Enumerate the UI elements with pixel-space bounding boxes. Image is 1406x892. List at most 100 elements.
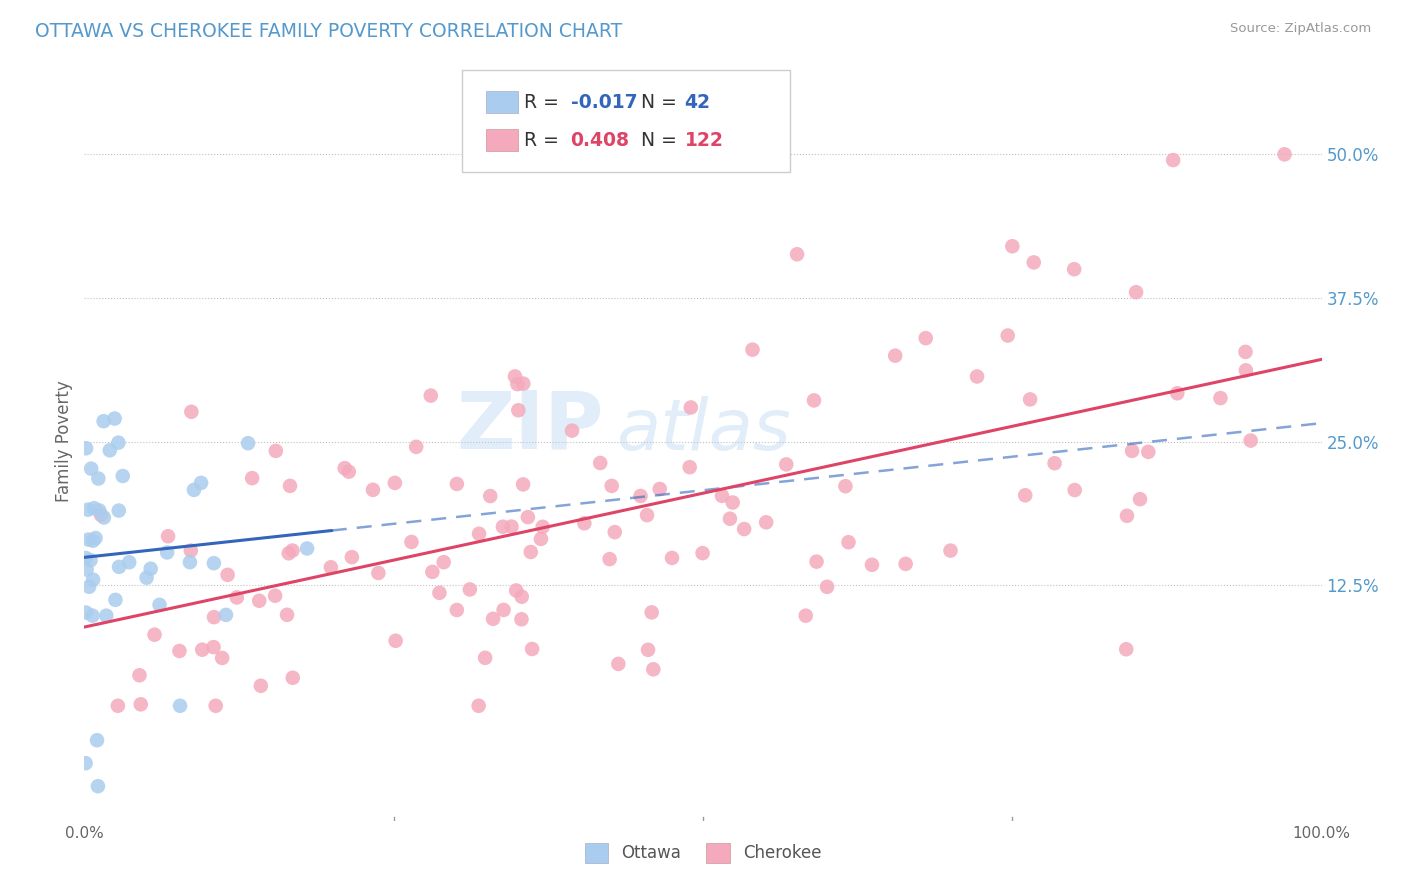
Point <box>129 698 152 712</box>
Point <box>508 403 530 417</box>
Point <box>77 533 100 547</box>
Point <box>179 555 201 569</box>
Point <box>510 590 533 604</box>
Point <box>997 328 1019 343</box>
FancyBboxPatch shape <box>486 129 517 152</box>
Point <box>1234 363 1257 377</box>
Point <box>721 495 744 509</box>
Point <box>711 489 734 503</box>
Point <box>82 533 104 548</box>
Point <box>755 516 778 530</box>
Point <box>506 377 529 392</box>
Point <box>574 516 596 531</box>
Point <box>82 608 104 623</box>
Point <box>148 598 170 612</box>
Point <box>86 733 108 747</box>
Point <box>180 405 202 419</box>
Point <box>277 546 299 560</box>
Point <box>637 642 659 657</box>
Point <box>589 456 612 470</box>
Point <box>1116 508 1139 523</box>
Point <box>519 545 541 559</box>
Point <box>93 414 115 428</box>
Point <box>104 411 127 425</box>
Point <box>503 369 526 384</box>
Point <box>190 475 212 490</box>
Point <box>1161 153 1184 167</box>
Point <box>143 628 166 642</box>
FancyBboxPatch shape <box>461 70 790 172</box>
Point <box>516 510 538 524</box>
Point <box>319 560 342 574</box>
Point <box>90 508 112 522</box>
Point <box>422 565 444 579</box>
Point <box>111 469 134 483</box>
Point <box>492 519 515 533</box>
Point <box>107 435 129 450</box>
Point <box>599 552 621 566</box>
Point <box>648 482 671 496</box>
Point <box>118 555 141 569</box>
Point <box>156 545 179 559</box>
Text: R =: R = <box>523 131 564 150</box>
Point <box>107 503 129 517</box>
Point <box>264 443 287 458</box>
Text: atlas: atlas <box>616 396 792 465</box>
Point <box>247 593 270 607</box>
Point <box>692 546 714 560</box>
Point <box>337 465 360 479</box>
Point <box>1022 255 1045 269</box>
Point <box>1115 642 1137 657</box>
Point <box>107 698 129 713</box>
Text: 0.408: 0.408 <box>571 131 630 150</box>
Point <box>966 369 988 384</box>
Point <box>384 475 406 490</box>
Point <box>786 247 808 261</box>
Point <box>884 349 907 363</box>
Point <box>108 559 131 574</box>
Point <box>775 458 797 472</box>
Point <box>401 535 423 549</box>
Point <box>202 640 225 654</box>
Point <box>429 586 451 600</box>
Point <box>264 589 287 603</box>
Point <box>1166 386 1188 401</box>
Point <box>1129 492 1152 507</box>
Point <box>468 526 491 541</box>
Point <box>1063 483 1085 497</box>
Point <box>361 483 384 497</box>
Point <box>87 779 110 793</box>
Point <box>510 612 533 626</box>
Point <box>157 529 180 543</box>
Point <box>939 543 962 558</box>
Point <box>135 571 157 585</box>
Text: ZIP: ZIP <box>457 387 605 466</box>
Point <box>600 479 623 493</box>
Point <box>384 633 406 648</box>
Text: 42: 42 <box>685 93 710 112</box>
Point <box>433 555 456 569</box>
Point <box>77 502 100 516</box>
Point <box>1209 391 1232 405</box>
Point <box>83 501 105 516</box>
Point <box>93 510 115 524</box>
Text: Source: ZipAtlas.com: Source: ZipAtlas.com <box>1230 22 1371 36</box>
Point <box>530 532 553 546</box>
Point <box>281 543 304 558</box>
Point <box>1001 239 1024 253</box>
Point <box>1240 434 1263 448</box>
Point <box>1043 456 1066 470</box>
Point <box>169 644 191 658</box>
Point <box>1234 344 1257 359</box>
Point <box>1121 444 1143 458</box>
Point <box>295 541 318 556</box>
Point <box>643 662 665 676</box>
Point <box>834 479 856 493</box>
Point <box>446 477 468 491</box>
Point <box>603 525 626 540</box>
Text: N =: N = <box>641 131 683 150</box>
Point <box>84 531 107 545</box>
Point <box>128 668 150 682</box>
Point <box>211 651 233 665</box>
Point <box>479 489 502 503</box>
